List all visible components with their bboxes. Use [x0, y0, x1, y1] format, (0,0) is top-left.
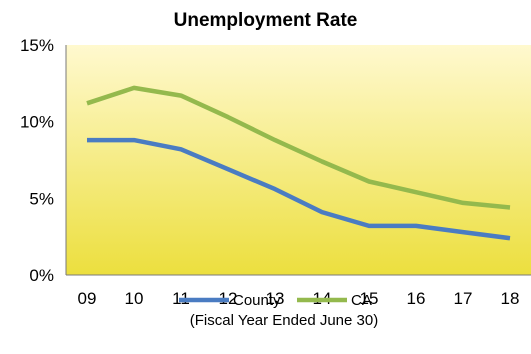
y-tick-label: 15%: [20, 36, 54, 55]
x-tick-label: 09: [78, 289, 97, 308]
y-tick-label: 5%: [29, 189, 54, 208]
x-tick-label: 17: [454, 289, 473, 308]
x-tick-label: 10: [125, 289, 144, 308]
y-tick-label: 10%: [20, 113, 54, 132]
x-tick-label: 13: [266, 289, 285, 308]
plot-area: [66, 45, 531, 275]
x-tick-label: 16: [407, 289, 426, 308]
y-tick-label: 0%: [29, 266, 54, 285]
legend-label-county: County: [233, 292, 281, 309]
x-axis-label: (Fiscal Year Ended June 30): [190, 312, 378, 329]
series-layer: [86, 85, 511, 241]
legend-label-ca: CA: [351, 292, 372, 309]
x-tick-label: 18: [501, 289, 520, 308]
x-tick-label: 15: [360, 289, 379, 308]
series-line-ca: [86, 85, 511, 210]
chart-title: Unemployment Rate: [174, 10, 358, 31]
series-line-county: [87, 137, 511, 241]
legend: County CA: [179, 292, 372, 309]
x-axis-ticks: 09101112131415161718: [78, 289, 520, 308]
y-axis-ticks: 0% 5% 10% 15%: [20, 36, 54, 285]
